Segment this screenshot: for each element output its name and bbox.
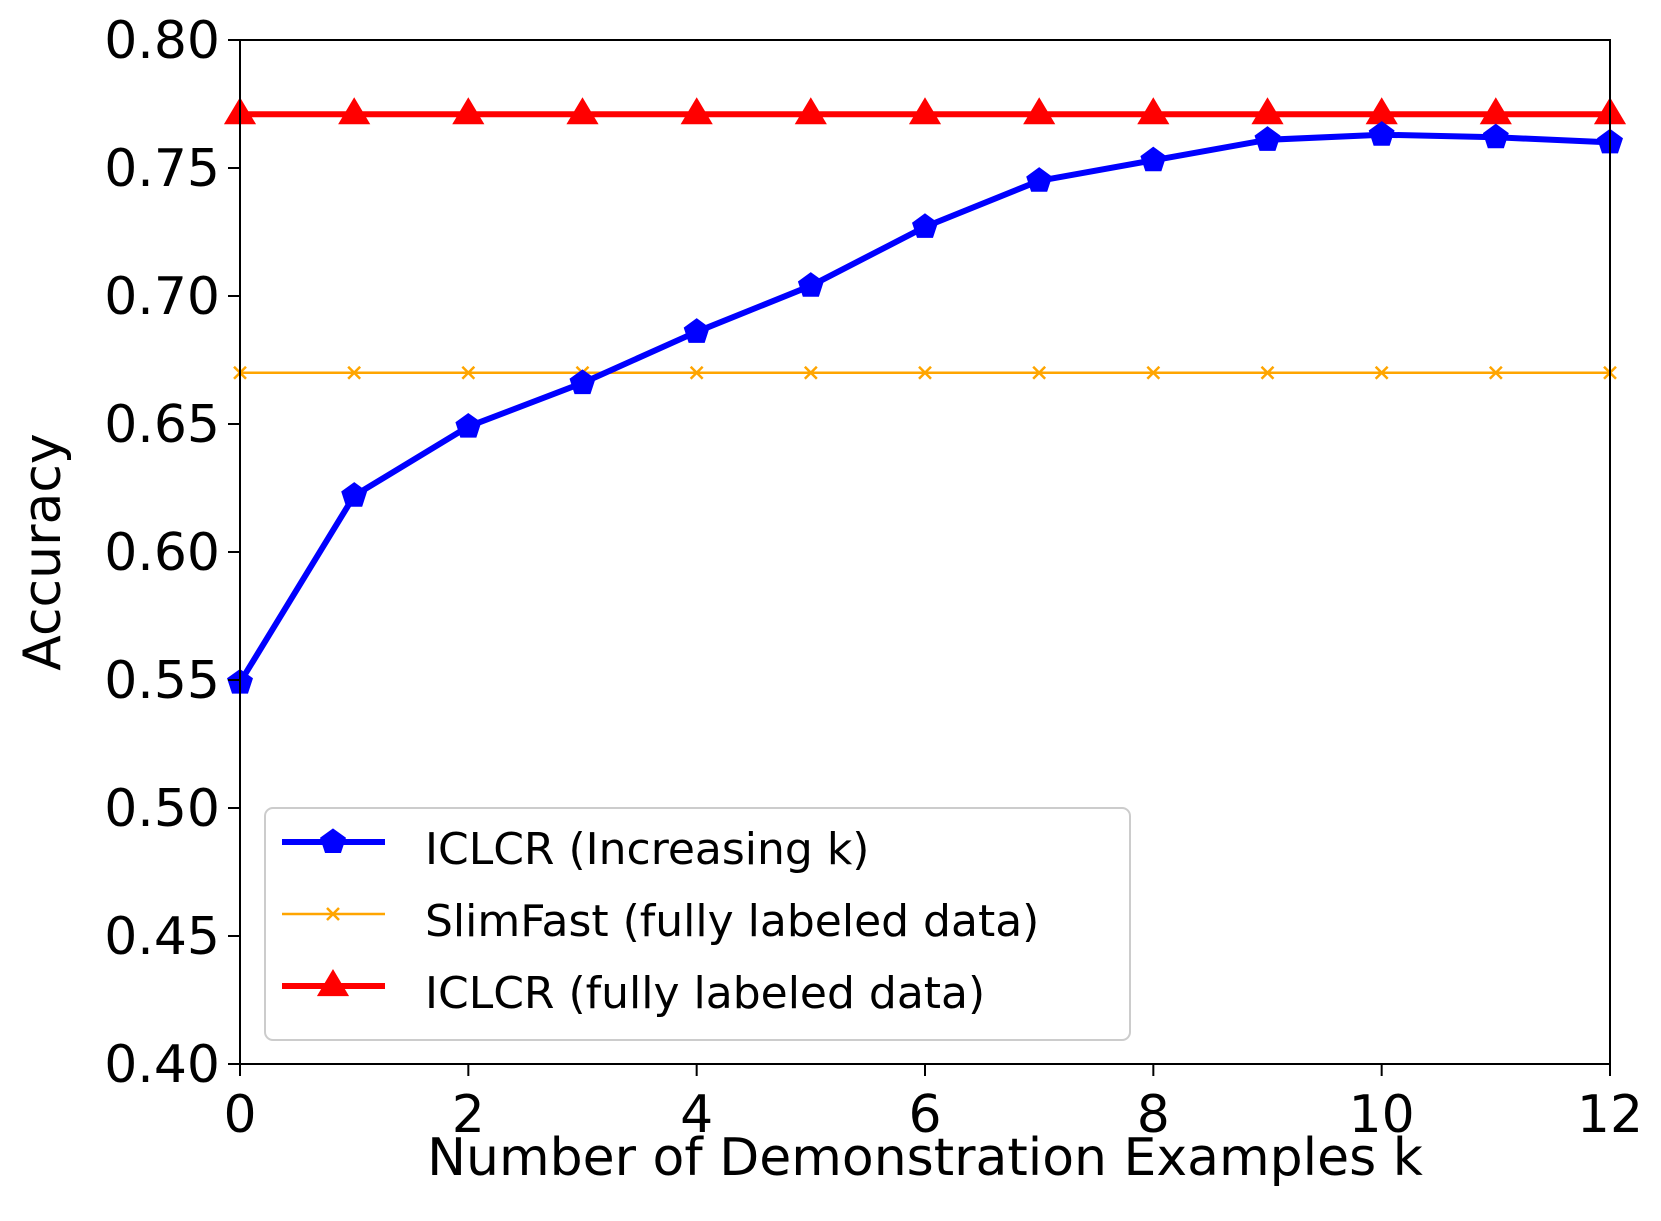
legend-marker-iclcr-increasing-k [320,828,346,853]
data-point-slimfast-fully-labeled-data [689,365,704,380]
data-point-iclcr-increasing-k [1254,126,1281,151]
y-tick-label: 0.75 [104,139,220,199]
legend: ICLCR (Increasing k) SlimFast (fully lab… [264,807,1131,1041]
data-point-iclcr-fully-labeled-data [338,97,371,125]
data-point-slimfast-fully-labeled-data [803,365,818,380]
y-tick-label: 0.40 [104,1035,220,1095]
legend-markers [282,828,385,997]
data-point-iclcr-increasing-k [341,482,368,507]
data-point-iclcr-fully-labeled-data [794,97,827,125]
series-iclcr-fully-labeled-data [223,97,1627,125]
x-axis: 0 2 4 6 8 10 12 [223,1064,1643,1145]
data-point-slimfast-fully-labeled-data [1374,365,1389,380]
data-point-slimfast-fully-labeled-data [1260,365,1275,380]
data-point-iclcr-fully-labeled-data [1023,97,1056,125]
data-point-iclcr-increasing-k [1482,123,1509,149]
data-point-iclcr-increasing-k [797,272,824,297]
y-tick-label: 0.55 [104,651,220,711]
data-point-slimfast-fully-labeled-data [347,365,362,380]
x-axis-label: Number of Demonstration Examples k [427,1128,1423,1188]
legend-marker-slimfast-fully-labeled-data [326,907,340,921]
data-point-iclcr-increasing-k [1368,121,1395,146]
y-axis-label: Accuracy [13,433,73,670]
y-tick-label: 0.65 [104,395,220,455]
x-tick-label: 4 [680,1085,713,1145]
data-point-iclcr-fully-labeled-data [566,97,599,125]
x-tick-label: 8 [1137,1085,1170,1145]
legend-label-iclcr-fully-labeled: ICLCR (fully labeled data) [425,968,985,1019]
data-point-iclcr-increasing-k [569,369,596,395]
data-point-iclcr-increasing-k [912,213,938,238]
x-tick-label: 6 [908,1085,941,1145]
data-point-iclcr-fully-labeled-data [908,97,942,125]
y-axis: 0.40 0.45 0.50 0.55 0.60 0.65 0.70 0.75 0.80 [104,11,240,1095]
data-point-slimfast-fully-labeled-data [1032,365,1047,380]
y-tick-label: 0.80 [104,11,220,71]
x-tick-label: 2 [452,1085,485,1145]
data-point-iclcr-fully-labeled-data [1251,97,1284,125]
data-point-iclcr-fully-labeled-data [452,97,485,125]
plot-layer [223,97,1627,694]
data-point-iclcr-increasing-k [455,412,482,438]
legend-label-slimfast: SlimFast (fully labeled data) [425,896,1039,947]
y-tick-label: 0.70 [104,267,220,327]
y-tick-label: 0.45 [104,907,220,967]
data-point-iclcr-fully-labeled-data [1137,97,1170,125]
data-point-iclcr-increasing-k [1140,146,1167,172]
data-point-slimfast-fully-labeled-data [918,365,932,380]
data-point-slimfast-fully-labeled-data [1488,365,1503,380]
data-point-iclcr-increasing-k [683,318,710,343]
data-point-slimfast-fully-labeled-data [461,365,476,380]
x-tick-label: 0 [223,1085,256,1145]
legend-label-iclcr-increasing-k: ICLCR (Increasing k) [425,824,869,875]
y-tick-label: 0.60 [104,523,220,583]
x-tick-label: 10 [1349,1085,1415,1145]
y-tick-label: 0.50 [104,779,220,839]
legend-frame [264,807,1131,1041]
data-point-slimfast-fully-labeled-data [1146,365,1161,380]
data-point-iclcr-increasing-k [1026,167,1053,192]
data-point-iclcr-fully-labeled-data [680,97,713,125]
legend-marker-iclcr-fully-labeled-data [316,969,350,997]
x-tick-label: 12 [1577,1085,1643,1145]
